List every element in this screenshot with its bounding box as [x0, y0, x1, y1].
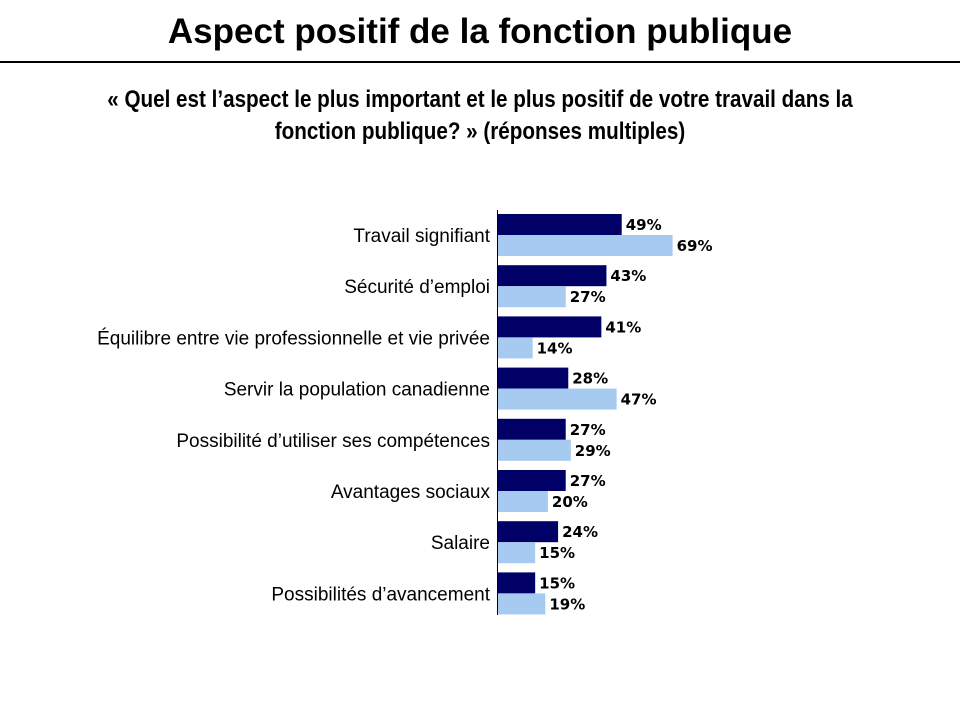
bar-dark — [497, 214, 622, 235]
chart-question-subtitle: « Quel est l’aspect le plus important et… — [107, 86, 853, 145]
bar-dark — [497, 521, 559, 543]
value-label: 49% — [626, 216, 662, 234]
bar-light — [497, 491, 548, 512]
bar-light — [497, 235, 673, 256]
value-label: 15% — [539, 544, 575, 562]
title-divider — [0, 61, 960, 63]
value-label: 47% — [621, 391, 657, 409]
bar-dark — [497, 316, 602, 338]
slide-title: Aspect positif de la fonction publique — [167, 12, 793, 51]
bar-dark — [497, 470, 566, 491]
value-label: 24% — [562, 523, 598, 541]
category-label: Possibilité d’utiliser ses compétences — [176, 431, 490, 452]
bar-dark — [497, 572, 536, 594]
value-label: 27% — [570, 288, 606, 306]
value-label: 27% — [570, 472, 606, 490]
bar-dark — [497, 367, 569, 389]
category-label: Travail signifiant — [353, 226, 490, 247]
bar-light — [497, 542, 536, 564]
value-label: 28% — [572, 370, 608, 388]
value-label: 20% — [552, 493, 588, 511]
value-label: 27% — [570, 421, 606, 439]
category-label: Sécurité d’emploi — [344, 277, 490, 298]
value-label: 19% — [549, 595, 585, 613]
category-label: Servir la population canadienne — [224, 380, 490, 401]
bar-dark — [497, 265, 607, 287]
bar-light — [497, 286, 566, 308]
bar-light — [497, 439, 571, 461]
value-label: 43% — [610, 267, 646, 285]
category-label: Salaire — [431, 533, 490, 554]
bar-light — [497, 337, 533, 359]
value-label: 41% — [605, 318, 641, 336]
bar-light — [497, 388, 617, 410]
category-label: Possibilités d’avancement — [271, 584, 490, 605]
value-label: 69% — [677, 237, 713, 255]
category-label: Équilibre entre vie professionnelle et v… — [97, 328, 490, 349]
bar-light — [497, 593, 546, 615]
category-label: Avantages sociaux — [331, 482, 491, 503]
bar-dark — [497, 418, 566, 440]
value-label: 29% — [575, 442, 611, 460]
value-label: 15% — [539, 574, 575, 592]
value-label: 14% — [537, 339, 573, 357]
